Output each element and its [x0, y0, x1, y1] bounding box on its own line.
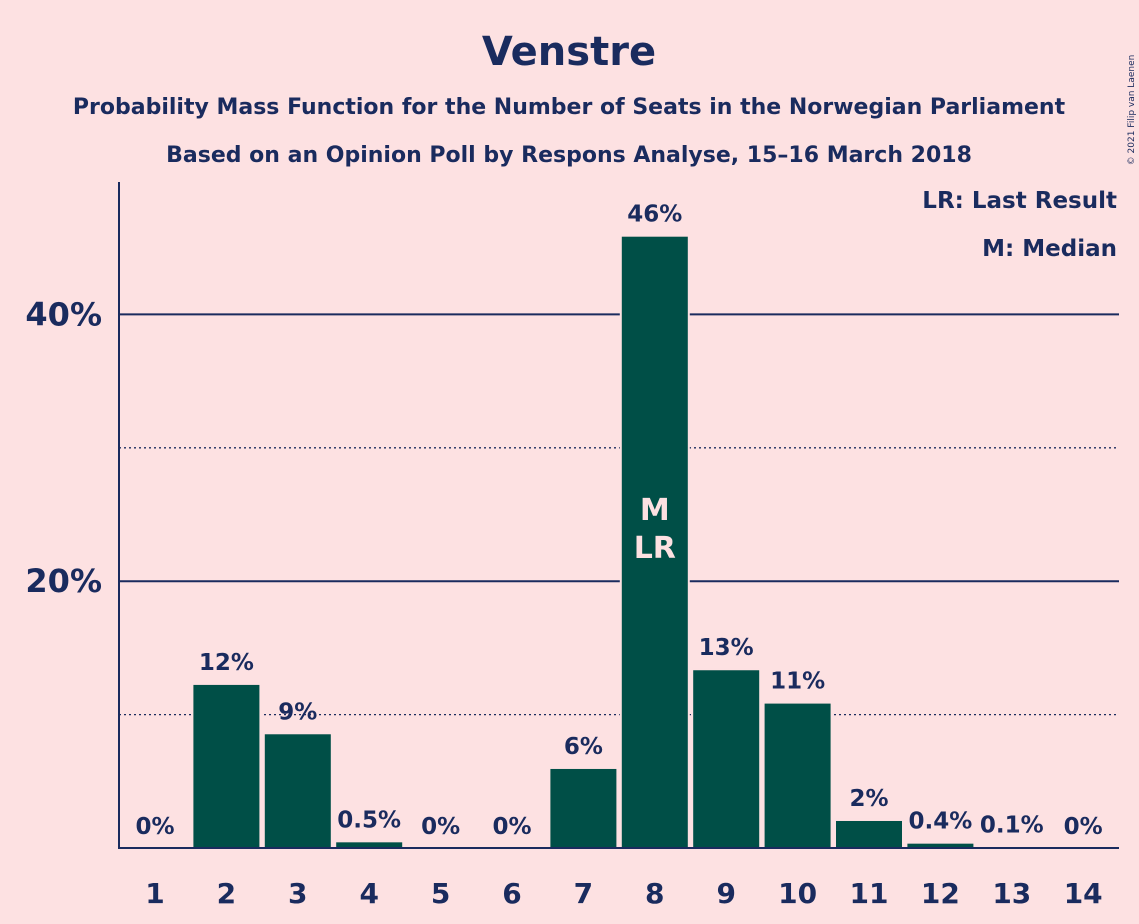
- chart-subtitle: Probability Mass Function for the Number…: [73, 95, 1066, 120]
- x-tick-label: 11: [850, 877, 889, 910]
- x-tick-label: 3: [288, 877, 307, 910]
- data-label: 0%: [492, 814, 531, 840]
- data-label: 12%: [199, 650, 254, 676]
- legend-entry: LR: Last Result: [922, 188, 1117, 214]
- x-tick-label: 8: [645, 877, 664, 910]
- bars: [191, 234, 1047, 850]
- x-tick-label: 13: [992, 877, 1031, 910]
- x-tick-label: 7: [574, 877, 593, 910]
- bar: [691, 668, 762, 850]
- x-tick-label: 5: [431, 877, 450, 910]
- data-label: 0.4%: [909, 809, 973, 835]
- y-tick-label: 40%: [25, 295, 102, 333]
- data-label: 0.1%: [980, 813, 1044, 839]
- x-tick-label: 1: [145, 877, 164, 910]
- data-label: 0%: [421, 814, 460, 840]
- x-tick-label: 6: [502, 877, 521, 910]
- chart-title: Venstre: [482, 29, 656, 75]
- bar: [762, 701, 833, 849]
- data-label: 11%: [770, 669, 825, 695]
- x-tick-label: 10: [778, 877, 817, 910]
- legend: LR: Last Result M: Median: [922, 188, 1117, 262]
- bar-annotation: M: [640, 493, 670, 528]
- data-labels: 0% 12% 9% 0.5% 0% 0% 6% 46% 13% 11% 2% 0.4% 0.1% 0% ML…: [135, 202, 1102, 840]
- bar-annotation: LR: [634, 531, 676, 566]
- data-label: 9%: [278, 699, 317, 725]
- data-label: 6%: [564, 734, 603, 760]
- data-label: 0.5%: [337, 807, 401, 833]
- x-tick-label: 9: [716, 877, 735, 910]
- x-tick-label: 12: [921, 877, 960, 910]
- bar: [548, 766, 619, 850]
- x-tick-label: 2: [217, 877, 236, 910]
- data-label: 0%: [135, 814, 174, 840]
- x-tick-label: 14: [1064, 877, 1103, 910]
- x-tick-label: 4: [359, 877, 378, 910]
- gridlines: [119, 313, 1119, 716]
- data-label: 46%: [627, 202, 682, 228]
- legend-entry: M: Median: [982, 236, 1117, 262]
- y-tick-label: 20%: [25, 562, 102, 600]
- copyright-note: © 2021 Filip van Laenen: [1127, 55, 1137, 166]
- bar: [262, 732, 333, 849]
- data-label: 13%: [699, 635, 754, 661]
- axes: 20%40%1 2 3 4 5 6 7 8 9 10 11 12 13 14: [25, 182, 1119, 910]
- bar: [619, 234, 690, 850]
- data-label: 2%: [849, 786, 888, 812]
- bar: [334, 840, 405, 850]
- data-label: 0%: [1064, 814, 1103, 840]
- bar: [834, 818, 904, 850]
- chart-subtitle-2: Based on an Opinion Poll by Respons Anal…: [166, 143, 972, 168]
- bar: [191, 682, 262, 850]
